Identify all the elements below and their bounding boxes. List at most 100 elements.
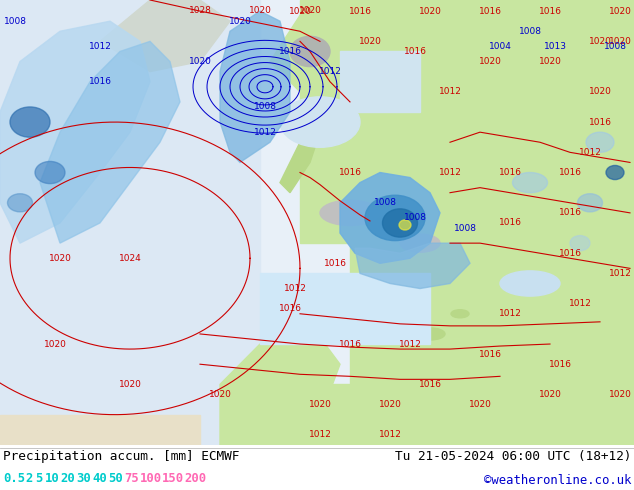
Text: 1020: 1020 [359,37,382,46]
Text: ©weatheronline.co.uk: ©weatheronline.co.uk [484,474,631,487]
Ellipse shape [399,220,411,230]
Text: 30: 30 [76,471,91,485]
Ellipse shape [290,36,330,67]
Bar [260,273,430,344]
Ellipse shape [500,271,560,296]
Text: 1016: 1016 [548,360,571,368]
Text: 1020: 1020 [119,380,141,389]
Text: 1012: 1012 [89,42,112,51]
Text: 150: 150 [162,471,184,485]
Text: 1016: 1016 [559,168,581,177]
Text: 1013: 1013 [543,42,567,51]
Ellipse shape [280,97,360,147]
Text: 1016: 1016 [403,47,427,56]
Text: 1016: 1016 [278,47,302,56]
Ellipse shape [578,194,602,212]
Text: 1020: 1020 [229,17,252,25]
Text: 1020: 1020 [288,6,311,16]
Text: 1008: 1008 [453,223,477,233]
Text: 1024: 1024 [119,254,141,263]
Bar [300,0,634,243]
Text: 1020: 1020 [469,400,491,409]
Polygon shape [100,0,230,72]
Ellipse shape [320,200,380,225]
Ellipse shape [382,209,418,237]
Ellipse shape [365,195,425,241]
Text: 200: 200 [184,471,206,485]
Text: 1012: 1012 [439,87,462,97]
Text: 1020: 1020 [609,6,631,16]
Polygon shape [270,0,430,122]
Ellipse shape [451,310,469,318]
Bar [340,51,420,112]
Text: 1020: 1020 [588,37,611,46]
Text: 1008: 1008 [4,17,27,25]
Bar [290,384,634,445]
Text: 1012: 1012 [254,128,276,137]
Polygon shape [340,172,440,263]
Text: 1008: 1008 [373,198,396,207]
Text: 1012: 1012 [399,340,422,348]
Text: 1020: 1020 [209,390,231,399]
Text: 1020: 1020 [309,400,332,409]
Text: 1020: 1020 [609,37,631,46]
Text: 1020: 1020 [44,340,67,348]
Text: 1028: 1028 [188,5,211,15]
Ellipse shape [586,132,614,152]
Polygon shape [355,243,470,289]
Text: 1008: 1008 [254,102,276,111]
Text: Tu 21-05-2024 06:00 UTC (18+12): Tu 21-05-2024 06:00 UTC (18+12) [394,450,631,464]
Text: 1012: 1012 [439,168,462,177]
Text: 1020: 1020 [49,254,72,263]
Ellipse shape [10,107,50,137]
Text: 1016: 1016 [559,249,581,258]
Bar [0,415,200,445]
Text: 1012: 1012 [569,299,592,308]
Polygon shape [280,132,320,193]
Ellipse shape [512,172,548,193]
Bar [350,243,634,445]
Ellipse shape [8,194,32,212]
Bar [0,384,220,445]
Text: 50: 50 [108,471,123,485]
Text: 1016: 1016 [479,6,501,16]
Text: 1020: 1020 [538,57,562,66]
Text: 1016: 1016 [349,6,372,16]
Text: 1016: 1016 [323,259,347,268]
Polygon shape [220,11,290,162]
Text: 1020: 1020 [299,5,321,15]
Text: 1012: 1012 [498,309,521,318]
Text: 1020: 1020 [479,57,501,66]
Text: 20: 20 [60,471,75,485]
Text: 1020: 1020 [609,390,631,399]
Text: 75: 75 [124,471,139,485]
Text: 1020: 1020 [588,87,611,97]
Ellipse shape [400,234,440,252]
Text: 1012: 1012 [609,269,631,278]
Text: 1020: 1020 [418,6,441,16]
Text: 1020: 1020 [378,400,401,409]
Text: 10: 10 [44,471,59,485]
Text: 40: 40 [92,471,107,485]
Bar [0,0,260,384]
Text: 1016: 1016 [498,219,522,227]
Ellipse shape [35,161,65,184]
Text: 1012: 1012 [309,430,332,440]
Text: 1020: 1020 [538,390,562,399]
Text: 1020: 1020 [188,57,211,66]
Text: 1004: 1004 [489,42,512,51]
Polygon shape [40,41,180,243]
Text: 1008: 1008 [519,27,541,36]
Text: 1008: 1008 [403,214,427,222]
Polygon shape [220,324,340,445]
Text: 1012: 1012 [579,148,602,157]
Text: 1016: 1016 [339,168,361,177]
Ellipse shape [606,166,624,179]
Text: 1016: 1016 [278,304,302,313]
Text: 1012: 1012 [318,67,342,76]
Text: 1012: 1012 [378,430,401,440]
Text: 1016: 1016 [479,350,501,359]
Polygon shape [0,21,150,243]
Ellipse shape [415,328,445,340]
Text: Precipitation accum. [mm] ECMWF: Precipitation accum. [mm] ECMWF [3,450,240,464]
